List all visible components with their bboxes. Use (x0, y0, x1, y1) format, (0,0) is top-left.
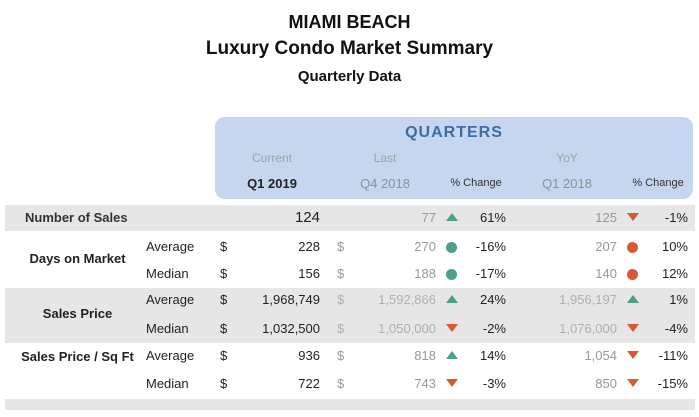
currency: $ (337, 266, 345, 281)
row-band (5, 399, 695, 410)
indicator (446, 242, 457, 253)
row-band (5, 205, 695, 231)
yoy-change: -1% (664, 210, 688, 225)
row-band (5, 288, 695, 343)
indicator (627, 242, 638, 253)
column-header: % Change (450, 177, 502, 189)
last-change: -16% (475, 239, 506, 254)
last-value: 77 (421, 210, 436, 225)
yoy-value: 140 (595, 266, 617, 281)
currency: $ (220, 321, 228, 336)
yoy-value: 1,054 (584, 348, 617, 363)
last-change: -3% (482, 376, 506, 391)
current-value: 1,968,749 (262, 292, 320, 307)
indicator (627, 213, 639, 221)
last-change: -17% (475, 266, 506, 281)
last-change: -2% (482, 321, 506, 336)
current-value: 228 (298, 239, 320, 254)
currency: $ (337, 348, 345, 363)
yoy-change: 1% (669, 292, 688, 307)
indicator (627, 351, 639, 359)
yoy-change: 12% (661, 266, 688, 281)
yoy-value: 1,076,000 (559, 321, 617, 336)
stat-label: Average (146, 292, 195, 307)
column-header: Q4 2018 (360, 176, 410, 191)
current-value: 1,032,500 (262, 321, 320, 336)
yoy-change: -11% (658, 348, 688, 363)
current-value: 156 (298, 266, 320, 281)
last-value: 270 (414, 239, 436, 254)
indicator (627, 269, 638, 280)
stat-label: Average (146, 348, 195, 363)
column-group: YoY (556, 151, 578, 165)
last-value: 743 (414, 376, 436, 391)
indicator (446, 269, 457, 280)
subtitle: Luxury Condo Market Summary (205, 38, 494, 59)
indicator (446, 213, 458, 221)
yoy-value: 207 (595, 239, 617, 254)
current-value: 124 (294, 209, 320, 226)
quarters-header (215, 117, 693, 199)
current-value: 722 (298, 376, 320, 391)
last-value: 818 (414, 348, 436, 363)
column-header: % Change (632, 177, 684, 189)
metric-label: Sales Price / Sq Ft (21, 349, 134, 364)
currency: $ (337, 239, 345, 254)
yoy-value: 1,956,197 (559, 292, 617, 307)
metric-label: Sales Price (42, 306, 113, 321)
indicator (446, 324, 458, 332)
yoy-value: 850 (595, 376, 617, 391)
currency: $ (220, 348, 228, 363)
last-change: 24% (479, 292, 506, 307)
currency: $ (337, 321, 345, 336)
column-header: Q1 2018 (542, 176, 592, 191)
period: Quarterly Data (297, 68, 402, 85)
title: MIAMI BEACH (288, 12, 411, 32)
indicator (627, 324, 639, 332)
currency: $ (220, 376, 228, 391)
currency: $ (337, 292, 345, 307)
last-value: 1,592,866 (378, 292, 436, 307)
yoy-change: -4% (664, 321, 688, 336)
last-value: 1,050,000 (378, 321, 436, 336)
currency: $ (337, 376, 345, 391)
stat-label: Average (146, 239, 195, 254)
currency: $ (220, 266, 228, 281)
metric-label: Number of Sales (25, 210, 128, 225)
indicator (446, 295, 458, 303)
last-change: 14% (479, 348, 506, 363)
indicator (446, 351, 458, 359)
stat-label: Median (146, 376, 189, 391)
yoy-value: 125 (595, 210, 617, 225)
currency: $ (220, 292, 228, 307)
column-group: Current (251, 151, 292, 165)
last-change: 61% (479, 210, 506, 225)
yoy-change: 10% (661, 239, 688, 254)
yoy-change: -15% (657, 376, 688, 391)
indicator (627, 379, 639, 387)
indicator (627, 295, 639, 303)
column-header: Q1 2019 (247, 176, 297, 191)
last-value: 188 (414, 266, 436, 281)
stat-label: Median (146, 266, 189, 281)
column-group: Last (373, 151, 397, 165)
current-value: 936 (298, 348, 320, 363)
metric-label: Days on Market (29, 251, 126, 266)
group-label: QUARTERS (405, 124, 503, 141)
indicator (446, 379, 458, 387)
currency: $ (220, 239, 228, 254)
stat-label: Median (146, 321, 189, 336)
